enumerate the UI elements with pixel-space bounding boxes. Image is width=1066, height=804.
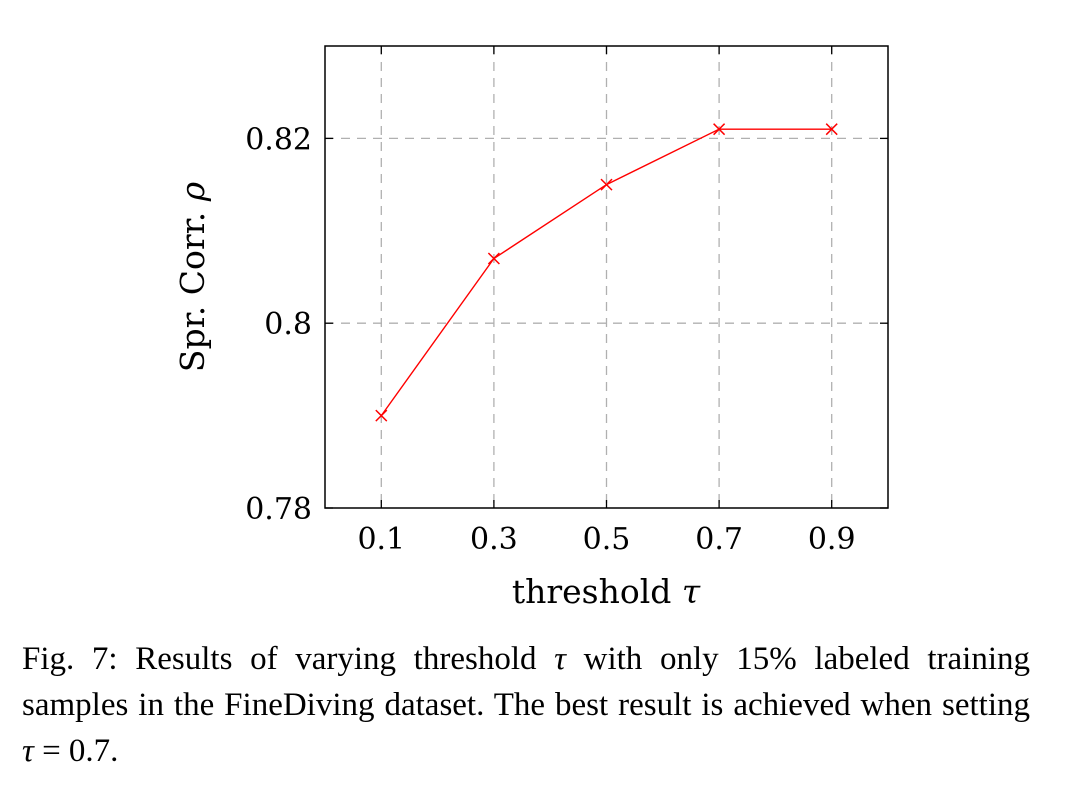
x-tick-label: 0.5 [583, 522, 631, 557]
caption-part-1: Fig. 7: Results of varying threshold [22, 641, 555, 677]
y-tick-label: 0.82 [245, 122, 312, 157]
figure-caption: Fig. 7: Results of varying threshold τ w… [22, 636, 1030, 774]
chart: 0.1 0.3 0.5 0.7 0.9 0.78 0.8 0.82 threshold τ S… [173, 45, 889, 610]
x-axis-label: threshold τ [512, 572, 701, 610]
x-tick-label: 0.9 [808, 522, 856, 557]
caption-symbol-1: τ [554, 641, 566, 677]
caption-part-3: = 0.7. [33, 733, 119, 769]
ticks: 0.1 0.3 0.5 0.7 0.9 0.78 0.8 0.82 [245, 46, 888, 557]
data-point-marker [825, 123, 838, 136]
caption-symbol-2: τ [22, 733, 34, 769]
y-tick-label: 0.78 [245, 492, 312, 527]
x-tick-label: 0.3 [470, 522, 518, 557]
data-point-marker [600, 178, 613, 191]
grid [325, 46, 888, 508]
caption-part-2: with only 15% labeled training samples i… [22, 641, 1031, 723]
x-tick-label: 0.1 [357, 522, 405, 557]
series [375, 123, 838, 422]
data-point-marker [375, 409, 388, 422]
y-axis-label: Spr. Corr. ρ [173, 181, 212, 372]
data-point-marker [713, 123, 726, 136]
y-tick-label: 0.8 [264, 307, 312, 342]
x-tick-label: 0.7 [695, 522, 743, 557]
data-point-marker [487, 252, 500, 265]
